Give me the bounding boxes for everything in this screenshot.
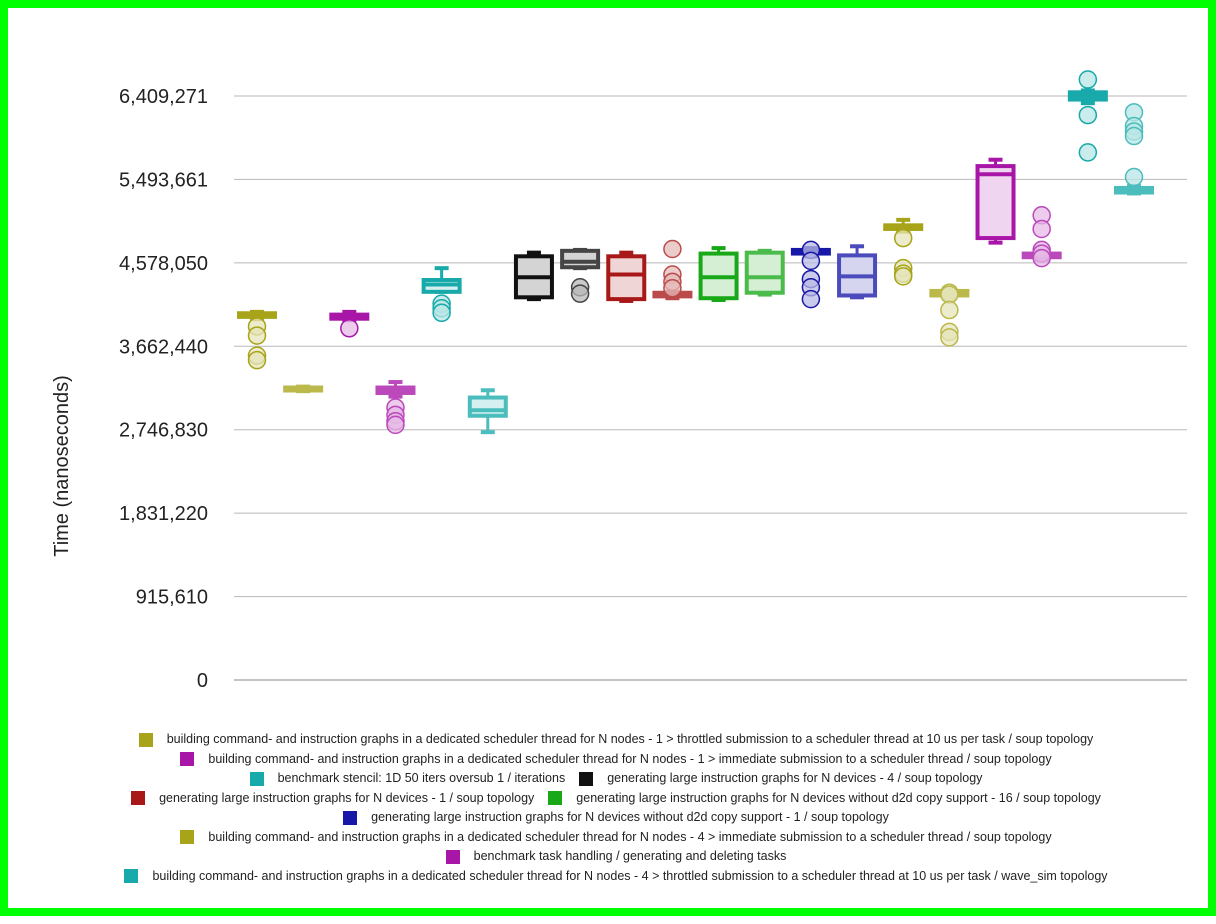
outlier-point (1032, 248, 1051, 268)
legend-swatch (124, 869, 139, 884)
legend-row: building command- and instruction graphs… (16, 867, 1216, 887)
outlier-point (432, 303, 451, 323)
outlier-point (893, 228, 913, 248)
y-tick-label: 5,493,661 (119, 169, 208, 191)
legend-label: generating large instruction graphs for … (371, 810, 889, 824)
legend-item[interactable]: benchmark stencil: 1D 50 iters oversub 1… (249, 769, 566, 789)
outlier-point (247, 350, 267, 370)
legend-swatch (548, 791, 563, 806)
outlier-point (801, 289, 821, 309)
outlier-point (1124, 126, 1144, 146)
y-axis-label: Time (nanoseconds) (51, 375, 73, 557)
legend-row: benchmark task handling / generating and… (16, 847, 1216, 867)
legend-item[interactable]: building command- and instruction graphs… (124, 867, 1108, 887)
legend-label: building command- and instruction graphs… (208, 751, 1052, 766)
box (467, 395, 508, 418)
legend-item[interactable]: generating large instruction graphs for … (579, 769, 982, 789)
legend-label: benchmark stencil: 1D 50 iters oversub 1… (277, 771, 566, 785)
outlier-point (1078, 143, 1098, 162)
outlier-point (1124, 167, 1144, 187)
legend-item[interactable]: building command- and instruction graphs… (180, 828, 1052, 848)
outlier-point (940, 300, 959, 320)
outlier-point (570, 284, 590, 303)
outlier-point (663, 239, 682, 259)
legend-item[interactable]: generating large instruction graphs for … (343, 808, 889, 828)
y-tick-label: 915,610 (136, 587, 208, 609)
legend-swatch (445, 849, 460, 864)
legend-swatch (138, 732, 153, 747)
legend-swatch (180, 830, 195, 845)
outlier-point (893, 267, 913, 286)
legend-swatch (180, 752, 195, 767)
legend-item[interactable]: generating large instruction graphs for … (548, 789, 1101, 809)
outlier-point (801, 251, 821, 271)
legend-item[interactable]: benchmark task handling / generating and… (445, 847, 787, 867)
y-tick-label: 1,831,220 (119, 503, 208, 525)
legend-row: building command- and instruction graphs… (16, 730, 1216, 750)
legend-label: generating large instruction graphs for … (607, 771, 983, 785)
y-tick-label: 4,578,050 (119, 253, 208, 275)
y-tick-label: 3,662,440 (119, 336, 208, 358)
legend-item[interactable]: building command- and instruction graphs… (138, 730, 1094, 750)
box (560, 248, 601, 270)
box (744, 250, 785, 295)
legend-row: generating large instruction graphs for … (16, 808, 1216, 828)
legend-swatch (579, 771, 594, 786)
legend-label: generating large instruction graphs for … (159, 790, 535, 805)
y-tick-label: 2,746,830 (119, 420, 208, 442)
outlier-point (386, 415, 405, 435)
box (975, 164, 1016, 241)
legend-label: building command- and instruction graphs… (208, 829, 1052, 844)
outlier-point (1078, 70, 1098, 89)
legend-label: building command- and instruction graphs… (166, 732, 1094, 746)
legend-swatch (249, 771, 264, 786)
legend-item[interactable]: generating large instruction graphs for … (131, 789, 534, 809)
outlier-point (940, 328, 959, 347)
legend-label: generating large instruction graphs for … (576, 790, 1101, 805)
outlier-point (247, 326, 267, 345)
legend-swatch (131, 791, 146, 806)
outlier-point (1032, 219, 1051, 239)
outlier-point (340, 319, 359, 338)
legend-label: benchmark task handling / generating and… (473, 849, 787, 863)
legend: building command- and instruction graphs… (16, 730, 1216, 886)
legend-swatch (343, 810, 358, 825)
legend-item[interactable]: building command- and instruction graphs… (180, 750, 1052, 770)
outlier-point (940, 285, 959, 304)
outlier-point (1078, 105, 1098, 125)
legend-row: building command- and instruction graphs… (16, 828, 1216, 848)
legend-row: generating large instruction graphs for … (16, 789, 1216, 809)
y-tick-label: 0 (197, 670, 208, 692)
legend-row: building command- and instruction graphs… (16, 750, 1216, 770)
box (606, 254, 647, 302)
legend-row: benchmark stencil: 1D 50 iters oversub 1… (16, 769, 1216, 789)
boxplot-chart: 0 915,610 1,831,220 2,746,830 3,662,440 4,578… (51, 70, 1187, 692)
y-tick-label: 6,409,271 (119, 86, 208, 108)
legend-label: building command- and instruction graphs… (152, 868, 1108, 883)
outlier-point (663, 278, 682, 298)
